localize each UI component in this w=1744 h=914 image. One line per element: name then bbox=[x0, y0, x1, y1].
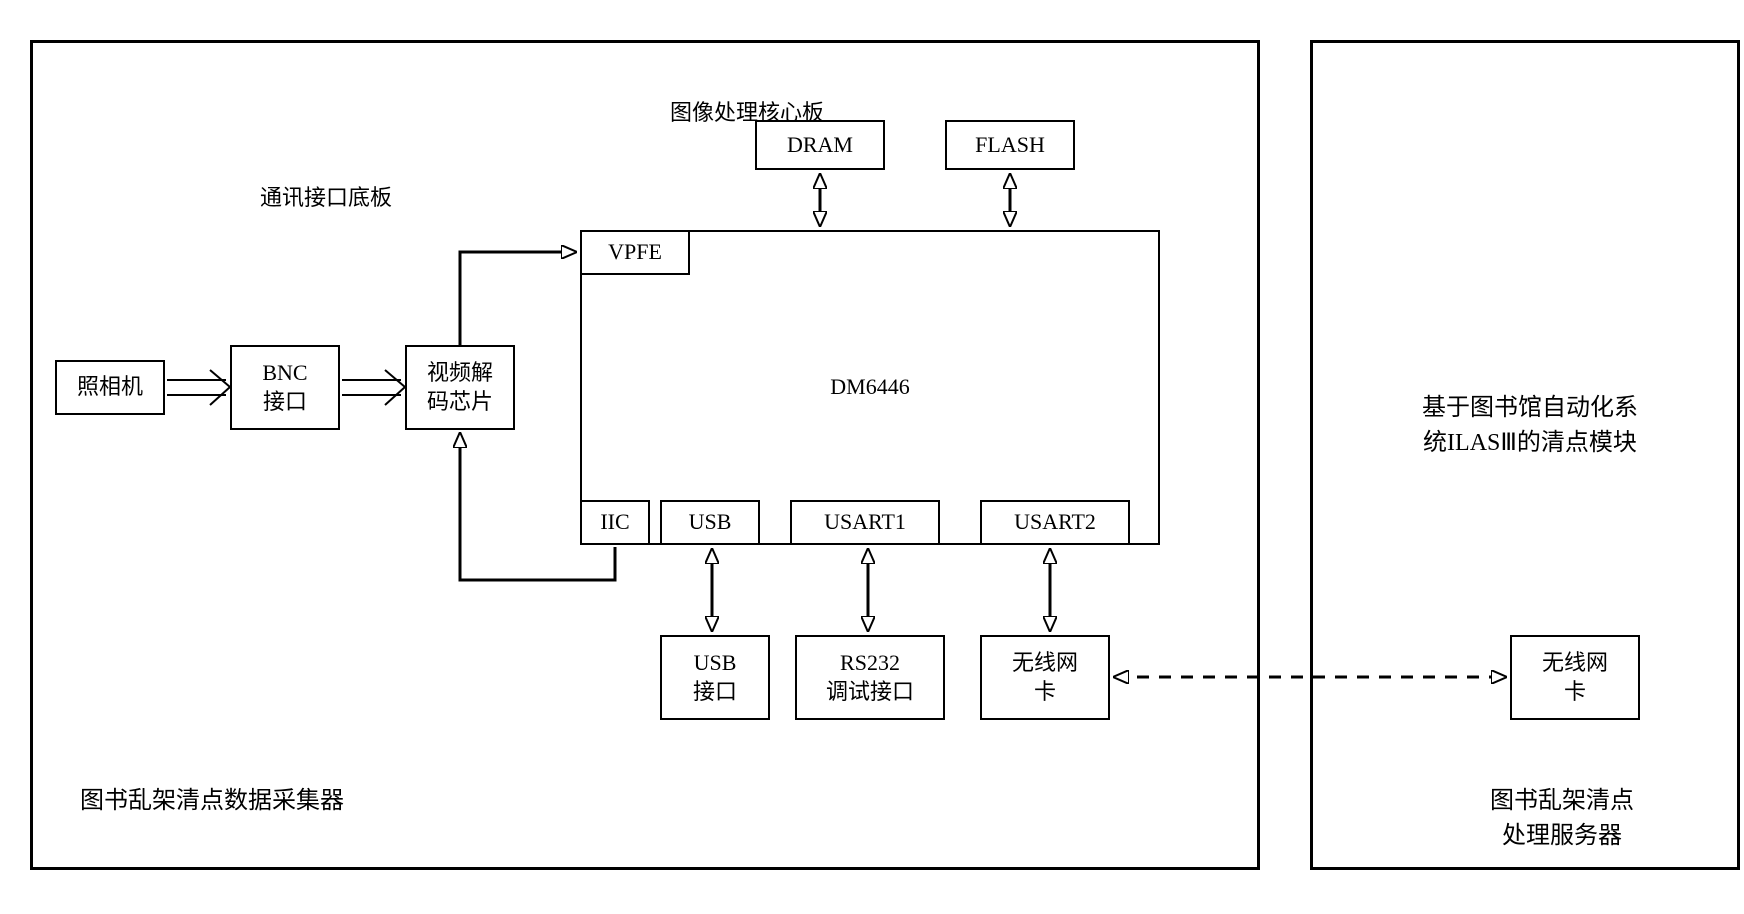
node-dram-label: DRAM bbox=[787, 131, 853, 160]
node-iic-label: IIC bbox=[600, 508, 629, 537]
node-wlan-left-label: 无线网 卡 bbox=[1012, 649, 1078, 706]
node-wlan-right-label: 无线网 卡 bbox=[1542, 649, 1608, 706]
node-usart1-label: USART1 bbox=[824, 508, 906, 537]
node-dram: DRAM bbox=[755, 120, 885, 170]
node-camera-label: 照相机 bbox=[77, 373, 143, 402]
diagram-canvas: 通讯接口底板 图像处理核心板 照相机 BNC 接口 视频解 码芯片 DM6446… bbox=[20, 20, 1744, 894]
node-iic: IIC bbox=[580, 500, 650, 545]
node-decoder-label: 视频解 码芯片 bbox=[427, 359, 493, 416]
node-usb-if: USB 接口 bbox=[660, 635, 770, 720]
node-usb-if-label: USB 接口 bbox=[693, 649, 737, 706]
node-bnc-label: BNC 接口 bbox=[262, 359, 307, 416]
node-ilas: 基于图书馆自动化系 统ILASⅢ的清点模块 bbox=[1350, 360, 1710, 457]
node-dm6446: DM6446 bbox=[580, 230, 1160, 545]
node-flash: FLASH bbox=[945, 120, 1075, 170]
node-usart1: USART1 bbox=[790, 500, 940, 545]
node-usart2-label: USART2 bbox=[1014, 508, 1096, 537]
node-wlan-right: 无线网 卡 bbox=[1510, 635, 1640, 720]
node-usart2: USART2 bbox=[980, 500, 1130, 545]
node-usb-port: USB bbox=[660, 500, 760, 545]
label-comm-board: 通讯接口底板 bbox=[260, 180, 392, 212]
node-usb-port-label: USB bbox=[689, 508, 732, 537]
label-server: 图书乱架清点 处理服务器 bbox=[1490, 780, 1634, 850]
node-ilas-label: 基于图书馆自动化系 统ILASⅢ的清点模块 bbox=[1422, 395, 1638, 456]
node-camera: 照相机 bbox=[55, 360, 165, 415]
node-vpfe: VPFE bbox=[580, 230, 690, 275]
node-bnc: BNC 接口 bbox=[230, 345, 340, 430]
node-decoder: 视频解 码芯片 bbox=[405, 345, 515, 430]
node-vpfe-label: VPFE bbox=[608, 238, 662, 267]
node-wlan-left: 无线网 卡 bbox=[980, 635, 1110, 720]
label-collector: 图书乱架清点数据采集器 bbox=[80, 780, 344, 815]
node-rs232-label: RS232 调试接口 bbox=[826, 649, 914, 706]
node-dm6446-label: DM6446 bbox=[830, 373, 909, 402]
node-rs232: RS232 调试接口 bbox=[795, 635, 945, 720]
node-flash-label: FLASH bbox=[975, 131, 1045, 160]
